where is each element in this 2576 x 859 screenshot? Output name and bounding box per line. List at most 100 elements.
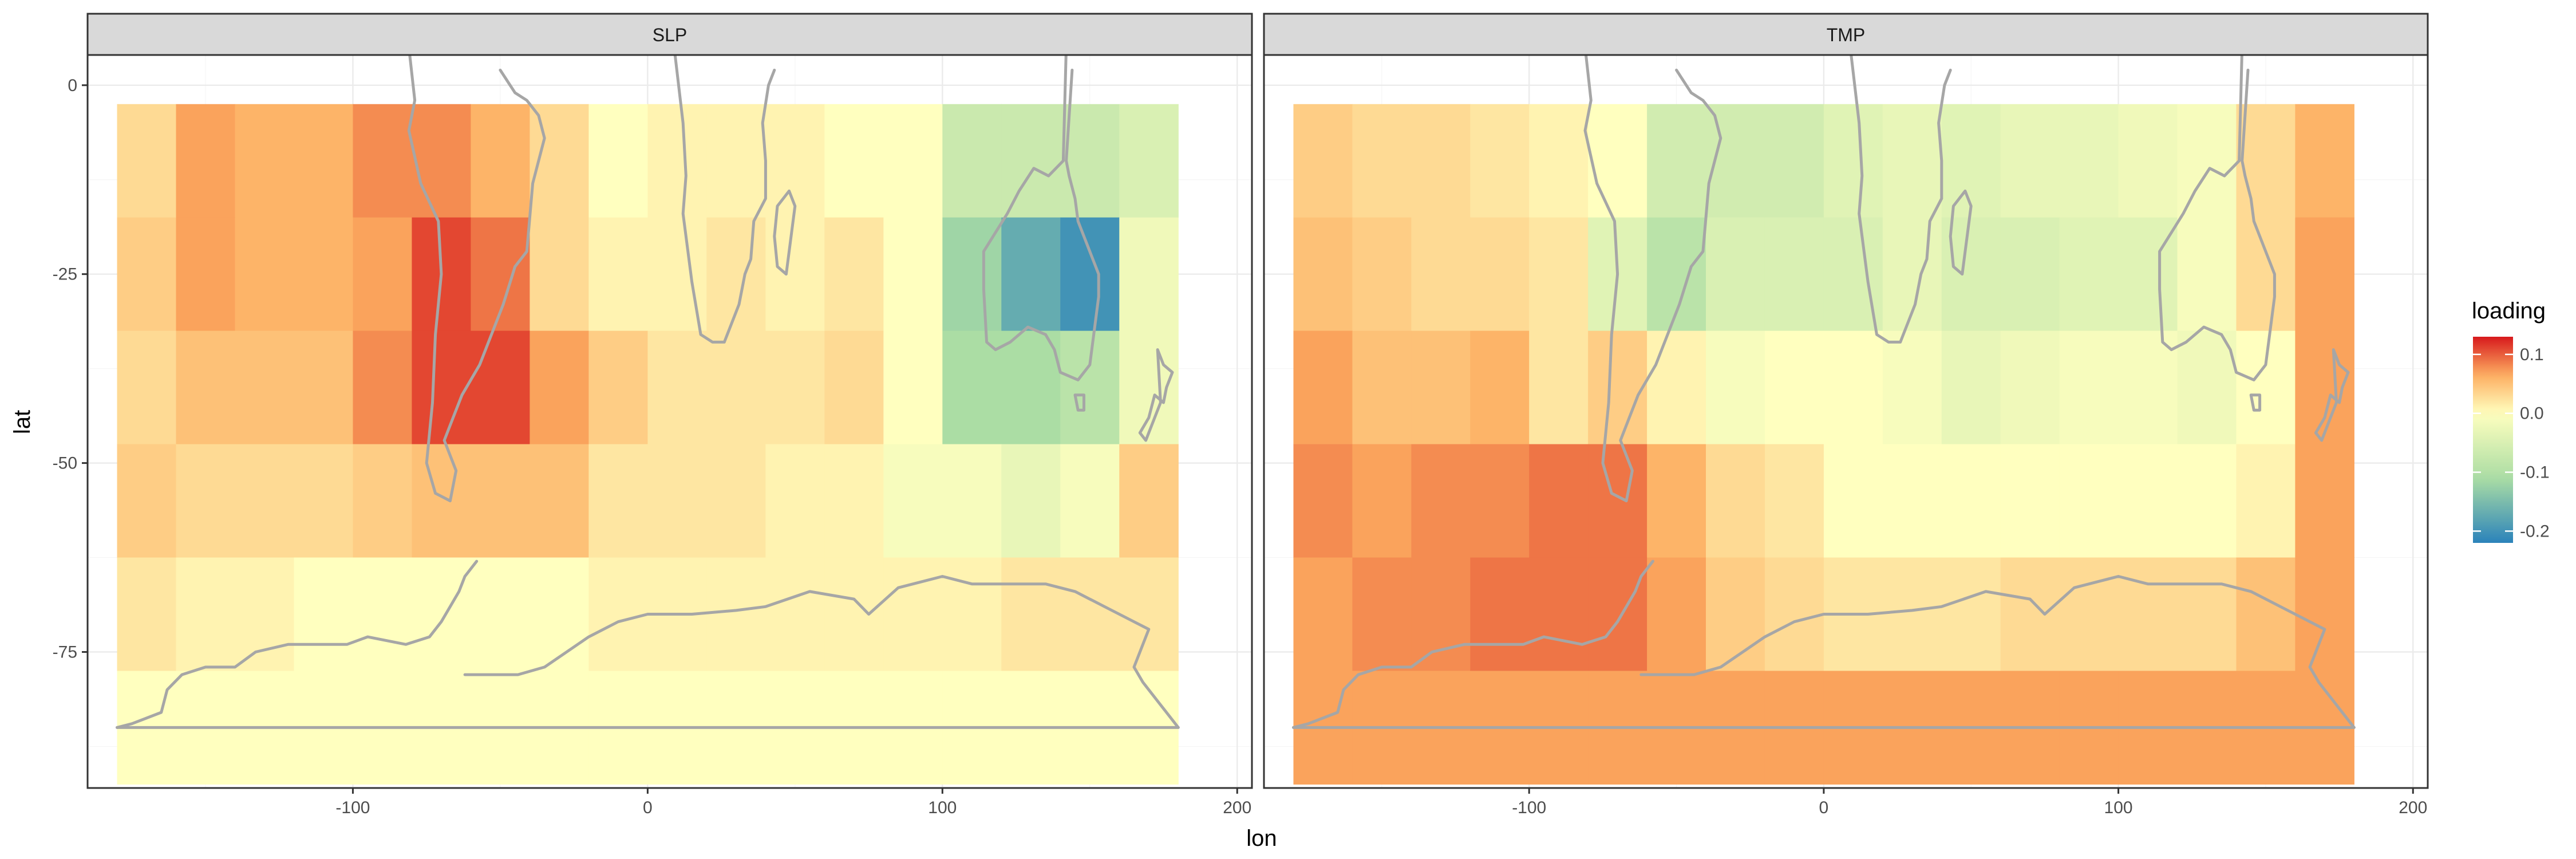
heatmap-tile — [1764, 444, 1824, 558]
heatmap-tile — [412, 444, 472, 558]
heatmap-tile — [1293, 330, 1353, 445]
heatmap-tile — [1293, 557, 1353, 672]
heatmap-tile — [1647, 330, 1706, 445]
heatmap-tile — [588, 104, 648, 218]
x-axis: -100 0 100 200 — [1512, 788, 2427, 817]
heatmap-tile — [471, 330, 531, 445]
heatmap-tile — [765, 104, 825, 218]
heatmap-tile — [588, 217, 648, 332]
heatmap-tile — [1119, 104, 1179, 218]
heatmap-tile — [412, 557, 472, 672]
heatmap-tile — [176, 444, 236, 558]
heatmap-tile — [588, 557, 648, 672]
heatmap-tile — [1119, 557, 1179, 672]
heatmap-tile — [530, 217, 589, 332]
heatmap-tile — [942, 557, 1002, 672]
heatmap-tile — [1647, 557, 1706, 672]
heatmap-tile — [530, 557, 589, 672]
coastlines — [1292, 55, 2356, 729]
heatmap-tile — [2177, 104, 2237, 218]
heatmap-tile — [706, 444, 766, 558]
heatmap-tile — [588, 330, 648, 445]
heatmap-tile — [588, 444, 648, 558]
heatmap-tile — [1001, 557, 1061, 672]
x-tick-label: 100 — [928, 798, 957, 817]
heatmap-tile — [1119, 444, 1179, 558]
facet-strip — [1263, 13, 2429, 56]
coastline — [116, 559, 479, 729]
heatmap-tile — [824, 330, 884, 445]
heatmap-tile — [294, 104, 354, 218]
heatmap-tile — [1706, 557, 1765, 672]
heatmap-tile — [2000, 444, 2060, 558]
heatmap-tile — [117, 444, 177, 558]
y-axis-title: lat — [10, 410, 35, 434]
axes: lon lat — [10, 410, 1277, 851]
heatmap-tile — [471, 104, 531, 218]
heatmap-tile — [1882, 104, 1942, 218]
heatmap-tile — [1529, 104, 1589, 218]
heatmap-tile — [235, 104, 295, 218]
coastline — [1138, 348, 1174, 442]
heatmap-tile — [1529, 557, 1589, 672]
heatmap-tile — [2295, 217, 2354, 332]
heatmap-tile — [2177, 330, 2237, 445]
heatmap-tile — [2295, 104, 2354, 218]
coastline — [1949, 190, 1973, 276]
coastline — [2158, 55, 2276, 381]
heatmap-tile — [1060, 217, 1120, 332]
heatmap-tile — [765, 557, 825, 672]
heatmap-tile — [2236, 217, 2296, 332]
coastline — [982, 55, 1100, 381]
x-tick-label: -100 — [335, 798, 370, 817]
heatmap-tile — [1470, 104, 1530, 218]
y-tick-label: -75 — [53, 643, 77, 661]
y-tick-label: -25 — [53, 265, 77, 284]
heatmap-tile — [412, 104, 472, 218]
heatmap-tile — [1529, 217, 1589, 332]
facet-label: TMP — [1827, 25, 1866, 45]
x-tick-label: 0 — [1819, 798, 1829, 817]
y-axis: 0 -25 -50 -75 — [53, 76, 88, 661]
heatmap-tile — [765, 330, 825, 445]
heatmap-tile — [883, 104, 943, 218]
heatmap-tile — [1001, 444, 1061, 558]
heatmap-tile — [2118, 104, 2178, 218]
coastline — [463, 575, 1180, 729]
heatmap-tile — [530, 330, 589, 445]
legend-colorbar — [2473, 337, 2513, 543]
heatmap-tile — [294, 557, 354, 672]
coastline — [2249, 393, 2262, 412]
heatmap-tile — [2295, 444, 2354, 558]
heatmap-tile — [2059, 557, 2119, 672]
heatmap-tile — [1293, 217, 1353, 332]
heatmap-tile — [1060, 330, 1120, 445]
x-tick-label: 200 — [2399, 798, 2427, 817]
heatmap-tile — [824, 104, 884, 218]
heatmap-tile — [294, 217, 354, 332]
heatmap-tile — [706, 557, 766, 672]
heatmap-tile — [1119, 330, 1179, 445]
heatmap-tile — [530, 444, 589, 558]
heatmap-tile — [1411, 330, 1471, 445]
heatmap-tile — [1764, 557, 1824, 672]
heatmap-tile — [176, 217, 236, 332]
legend-tick-label: 0.1 — [2520, 345, 2544, 364]
panel-tmp: TMP -100 0 100 200 — [1263, 13, 2429, 817]
heatmap-tile — [1706, 217, 1765, 332]
heatmap-tile — [647, 104, 707, 218]
heatmap-tile — [2118, 444, 2178, 558]
heatmap-tile — [1882, 557, 1942, 672]
legend-title: loading — [2472, 298, 2546, 324]
heatmap-tile — [1119, 217, 1179, 332]
panel-border — [1263, 54, 2429, 789]
heatmap-tile — [1882, 444, 1942, 558]
heatmap-tile — [412, 330, 472, 445]
panel-border — [86, 54, 1253, 789]
heatmap-tile — [2236, 330, 2296, 445]
heatmap-tile — [942, 104, 1002, 218]
heatmap-tile — [1823, 330, 1883, 445]
coastline — [773, 190, 797, 276]
heatmap-tile — [1470, 330, 1530, 445]
heatmap-tile — [2177, 444, 2237, 558]
